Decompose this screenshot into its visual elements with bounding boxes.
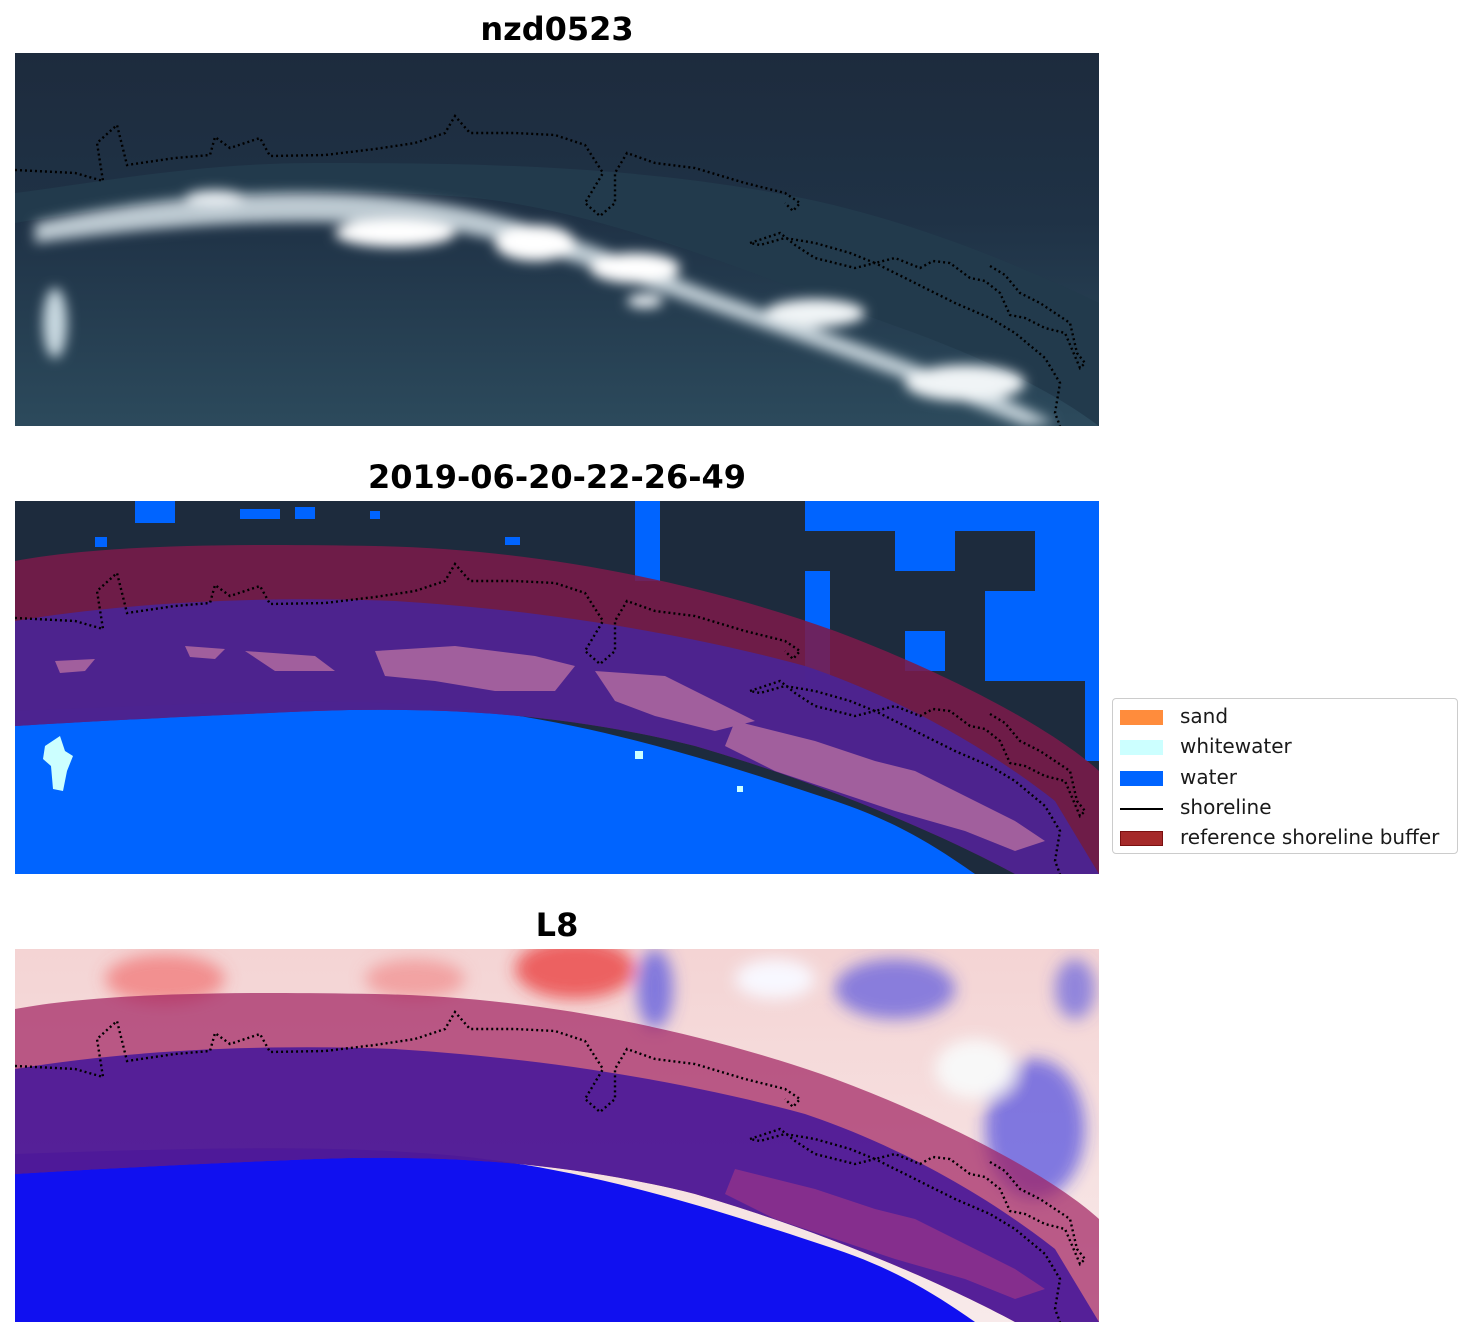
panel-title-rgb: nzd0523 <box>480 10 634 48</box>
legend-swatch-reference-buffer <box>1120 831 1163 846</box>
legend-swatch-water <box>1120 771 1163 786</box>
legend-item-sand: sand <box>1113 701 1457 729</box>
water-class-land-blobs <box>95 501 1099 761</box>
index-image-panel <box>15 949 1099 1322</box>
water-class-ocean <box>15 701 975 874</box>
ocean-shade <box>15 163 1099 426</box>
legend-item-reference-buffer: reference shoreline buffer <box>1113 822 1457 850</box>
shoreline <box>15 1009 1087 1322</box>
legend-label: reference shoreline buffer <box>1180 825 1440 849</box>
panel-title-index: L8 <box>535 906 579 944</box>
legend-label: sand <box>1180 704 1229 728</box>
legend-item-shoreline: shoreline <box>1113 792 1457 820</box>
legend: sand whitewater water shoreline referenc… <box>1112 698 1458 854</box>
legend-label: whitewater <box>1180 734 1292 758</box>
legend-swatch-whitewater <box>1120 740 1163 755</box>
shoreline <box>15 113 1087 426</box>
legend-swatch-shoreline <box>1120 808 1163 810</box>
rgb-image-panel <box>15 53 1099 426</box>
surf-zone <box>35 190 1055 426</box>
legend-label: water <box>1180 765 1237 789</box>
sand-class-patches <box>55 646 1045 851</box>
legend-label: shoreline <box>1180 795 1272 819</box>
legend-item-whitewater: whitewater <box>1113 731 1457 759</box>
index-water <box>15 1148 975 1322</box>
legend-swatch-sand <box>1120 710 1163 725</box>
buffer-over-water <box>15 1047 1099 1322</box>
legend-item-water: water <box>1113 762 1457 790</box>
panel-title-classified: 2019-06-20-22-26-49 <box>367 458 747 496</box>
shoreline <box>15 561 1087 874</box>
classified-image-panel <box>15 501 1099 874</box>
whitewater-class <box>43 736 73 791</box>
